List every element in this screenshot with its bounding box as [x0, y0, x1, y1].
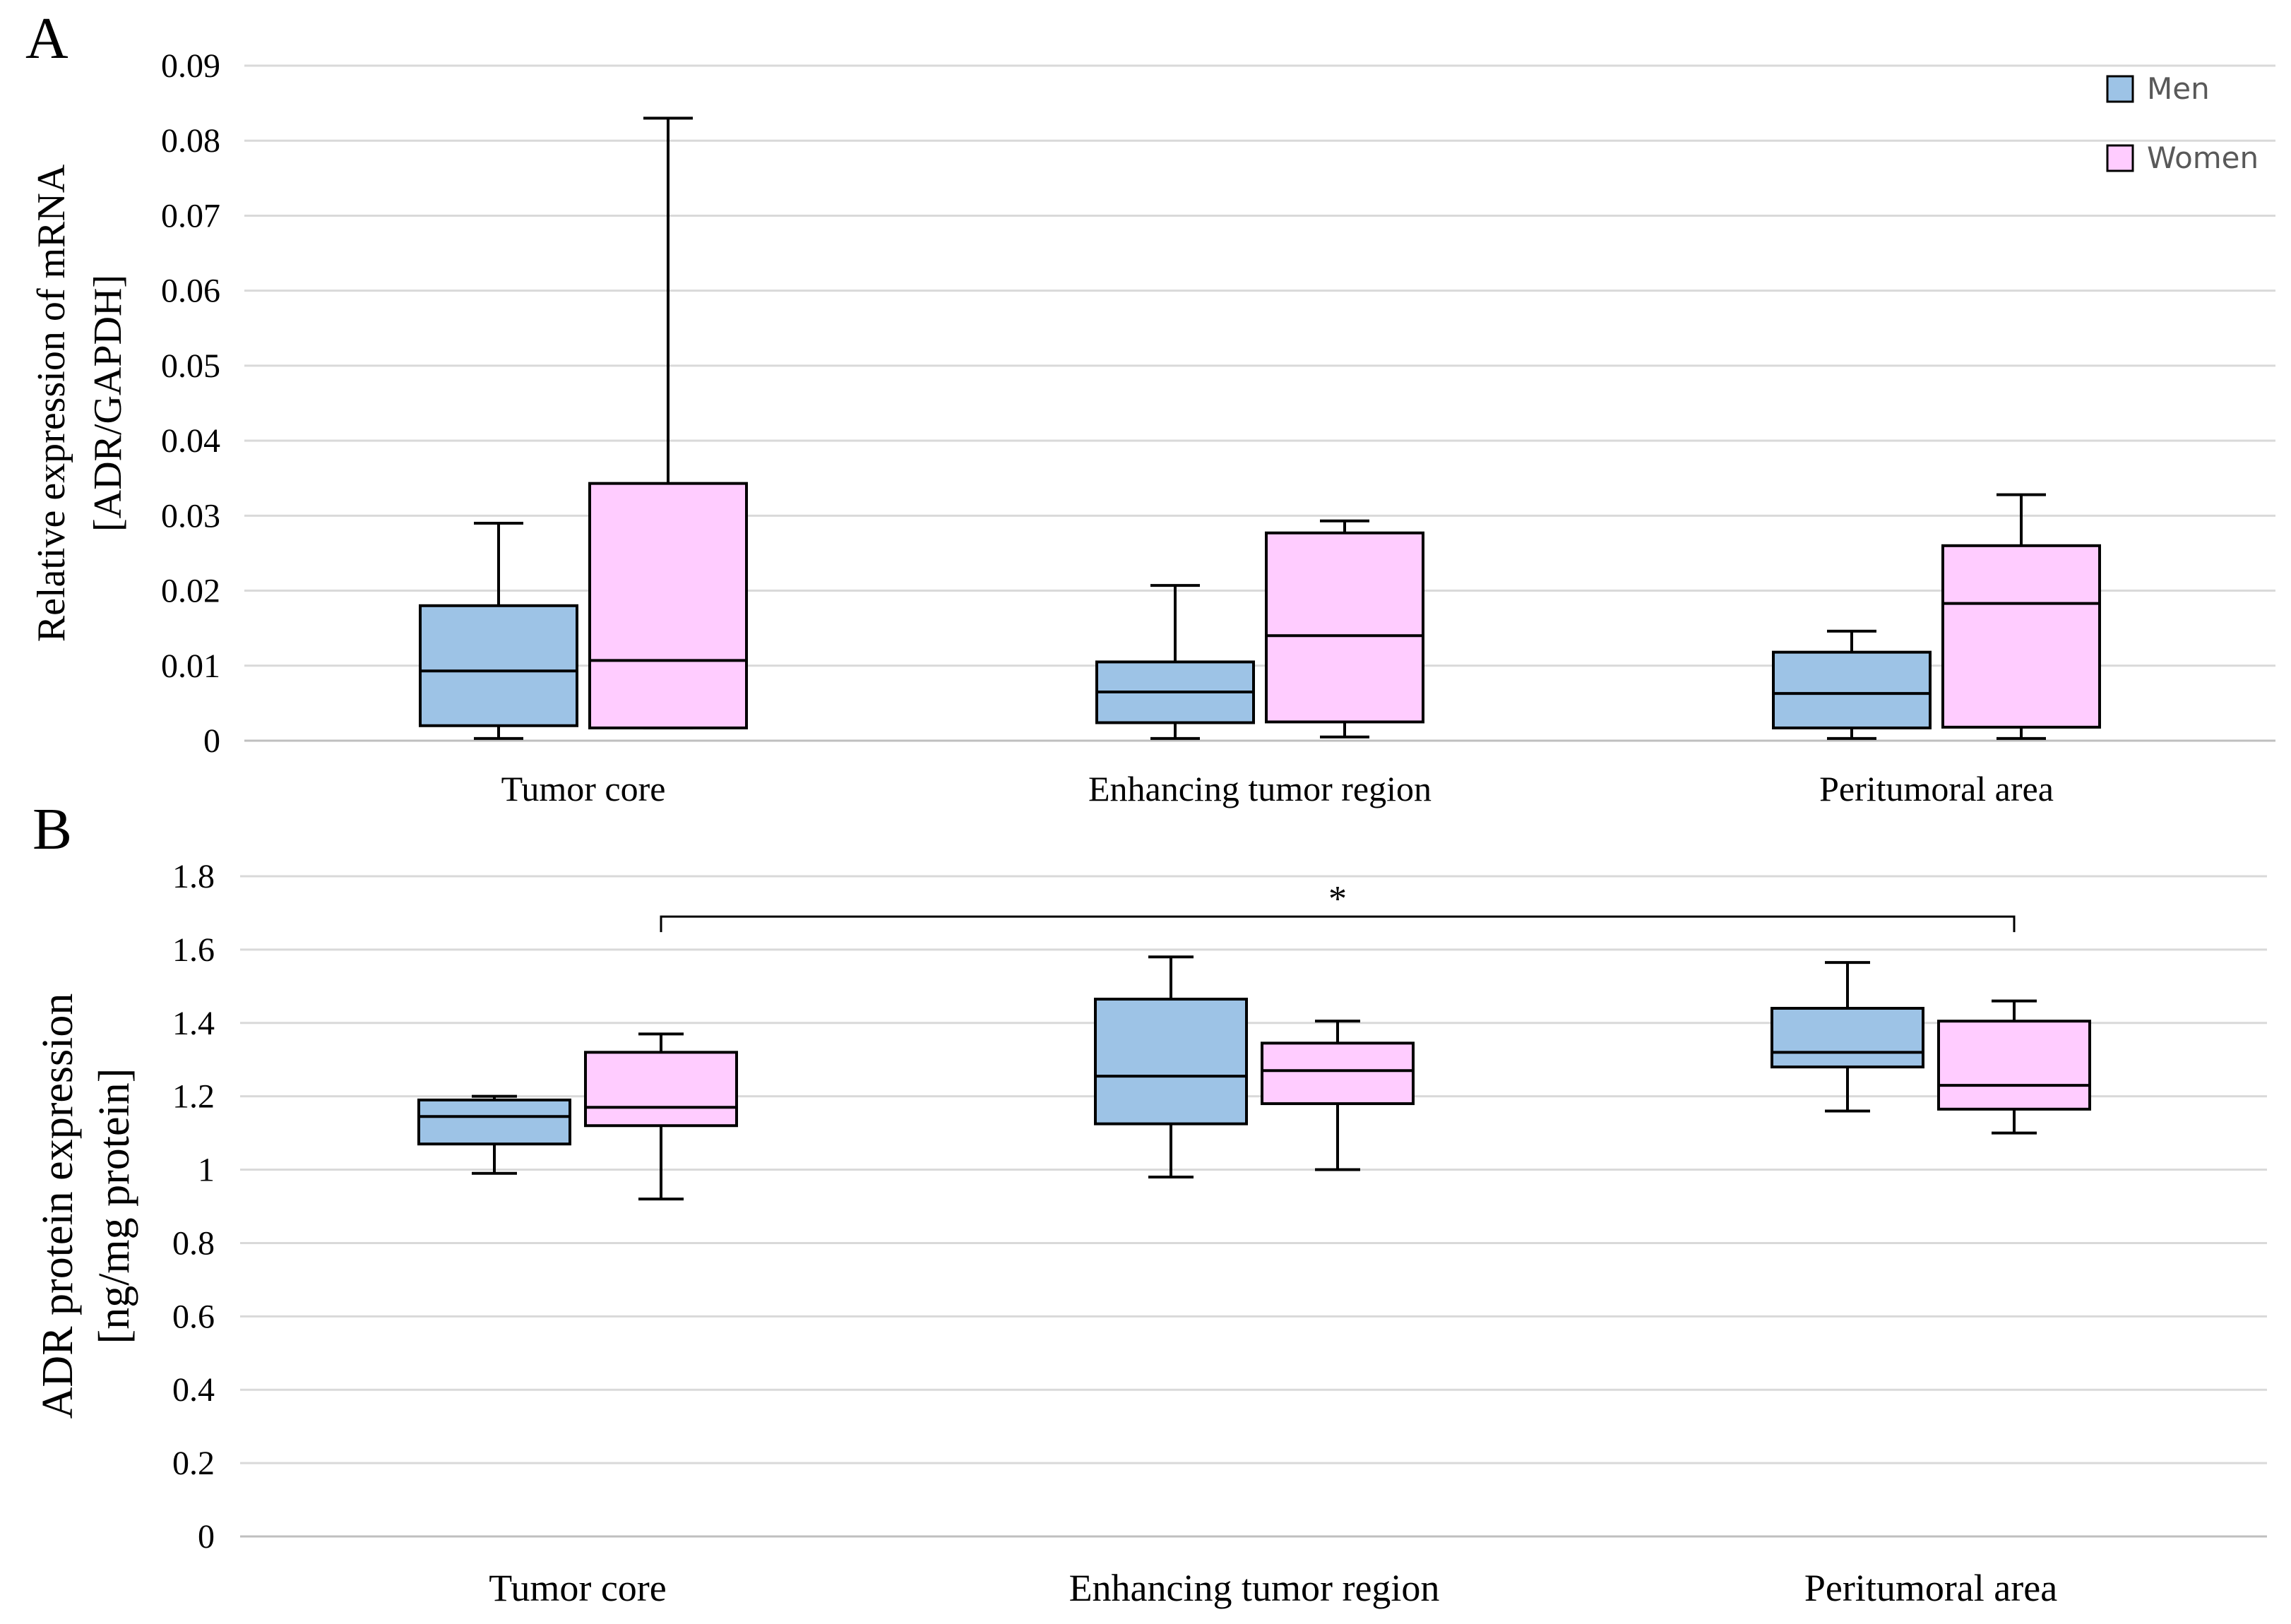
y-tick-label: 1.6	[172, 931, 215, 969]
box-iqr	[1937, 1020, 2091, 1111]
y-tick-label: 0.06	[161, 273, 220, 310]
y-axis-title-unit: [ng/mg protein]	[90, 1068, 138, 1344]
box-women-1	[584, 1032, 738, 1201]
y-tick-label: 1.8	[172, 858, 215, 895]
box-iqr	[1941, 544, 2101, 729]
y-axis-title-unit: [ADR/GAPDH]	[86, 275, 130, 532]
y-tick-label: 0.4	[172, 1371, 215, 1409]
panel-label: A	[25, 6, 69, 71]
panel-a: A 0 0.01 0.02 0.03 0.04 0.05 0.06 0.07 0.08 0.09 Re…	[25, 6, 2275, 808]
box-men-1	[417, 1094, 571, 1175]
y-tick-label: 0.08	[161, 122, 220, 160]
y-tick-label: 0.01	[161, 647, 220, 685]
y-tick-label: 1	[198, 1152, 215, 1189]
box-iqr	[1094, 998, 1248, 1126]
box-iqr	[1261, 1041, 1415, 1106]
y-tick-label: 0	[203, 722, 220, 760]
y-tick-label: 0.2	[172, 1445, 215, 1482]
y-tick-label: 1.4	[172, 1005, 215, 1042]
box-iqr	[588, 482, 748, 729]
panel-label: B	[32, 796, 72, 862]
significance-star: *	[1328, 879, 1347, 919]
box-men-1	[419, 521, 578, 740]
y-tick-label: 0.6	[172, 1298, 215, 1335]
y-tick-label: 1.2	[172, 1078, 215, 1116]
y-tick-label: 0.07	[161, 197, 220, 234]
x-category-label: Peritumoral area	[1819, 769, 2054, 808]
y-tick-label: 0.04	[161, 422, 220, 460]
box-men-2	[1094, 955, 1248, 1178]
x-category-label: Tumor core	[501, 769, 666, 808]
significance-bracket	[660, 915, 2016, 933]
panel-b: B 0 0.2 0.4 0.6 0.8 1 1.2 1.4 1.6 1.8 ADR protein e…	[32, 796, 2267, 1609]
box-women-2	[1261, 1020, 1415, 1171]
y-tick-label: 0	[198, 1518, 215, 1556]
box-women-3	[1937, 999, 2091, 1135]
legend-label-women: Women	[2147, 141, 2259, 175]
x-category-label: Tumor core	[489, 1567, 667, 1609]
y-tick-label: 0.8	[172, 1224, 215, 1262]
box-iqr	[419, 604, 578, 727]
box-men-2	[1095, 584, 1255, 740]
x-category-label: Enhancing tumor region	[1069, 1567, 1440, 1609]
box-women-1	[588, 117, 748, 729]
box-iqr	[1265, 531, 1424, 724]
box-iqr	[584, 1051, 738, 1128]
y-tick-label: 0.02	[161, 573, 220, 610]
legend-label-men: Men	[2147, 71, 2210, 106]
box-iqr	[417, 1098, 571, 1146]
y-tick-label: 0.09	[161, 47, 220, 85]
legend: Men Women	[2106, 71, 2259, 175]
y-axis-title: Relative expression of mRNA	[30, 164, 73, 642]
legend-swatch-men	[2106, 75, 2134, 103]
box-iqr	[1771, 1007, 1924, 1069]
x-category-label: Enhancing tumor region	[1088, 769, 1432, 808]
box-men-3	[1772, 629, 1932, 740]
box-iqr	[1772, 650, 1932, 729]
box-women-2	[1265, 519, 1424, 739]
y-tick-label: 0.03	[161, 497, 220, 535]
box-men-3	[1771, 961, 1924, 1113]
y-tick-label: 0.05	[161, 347, 220, 385]
legend-swatch-women	[2106, 144, 2134, 172]
x-category-label: Peritumoral area	[1804, 1567, 2057, 1609]
box-women-3	[1941, 493, 2101, 740]
y-axis-title: ADR protein expression	[34, 993, 82, 1419]
